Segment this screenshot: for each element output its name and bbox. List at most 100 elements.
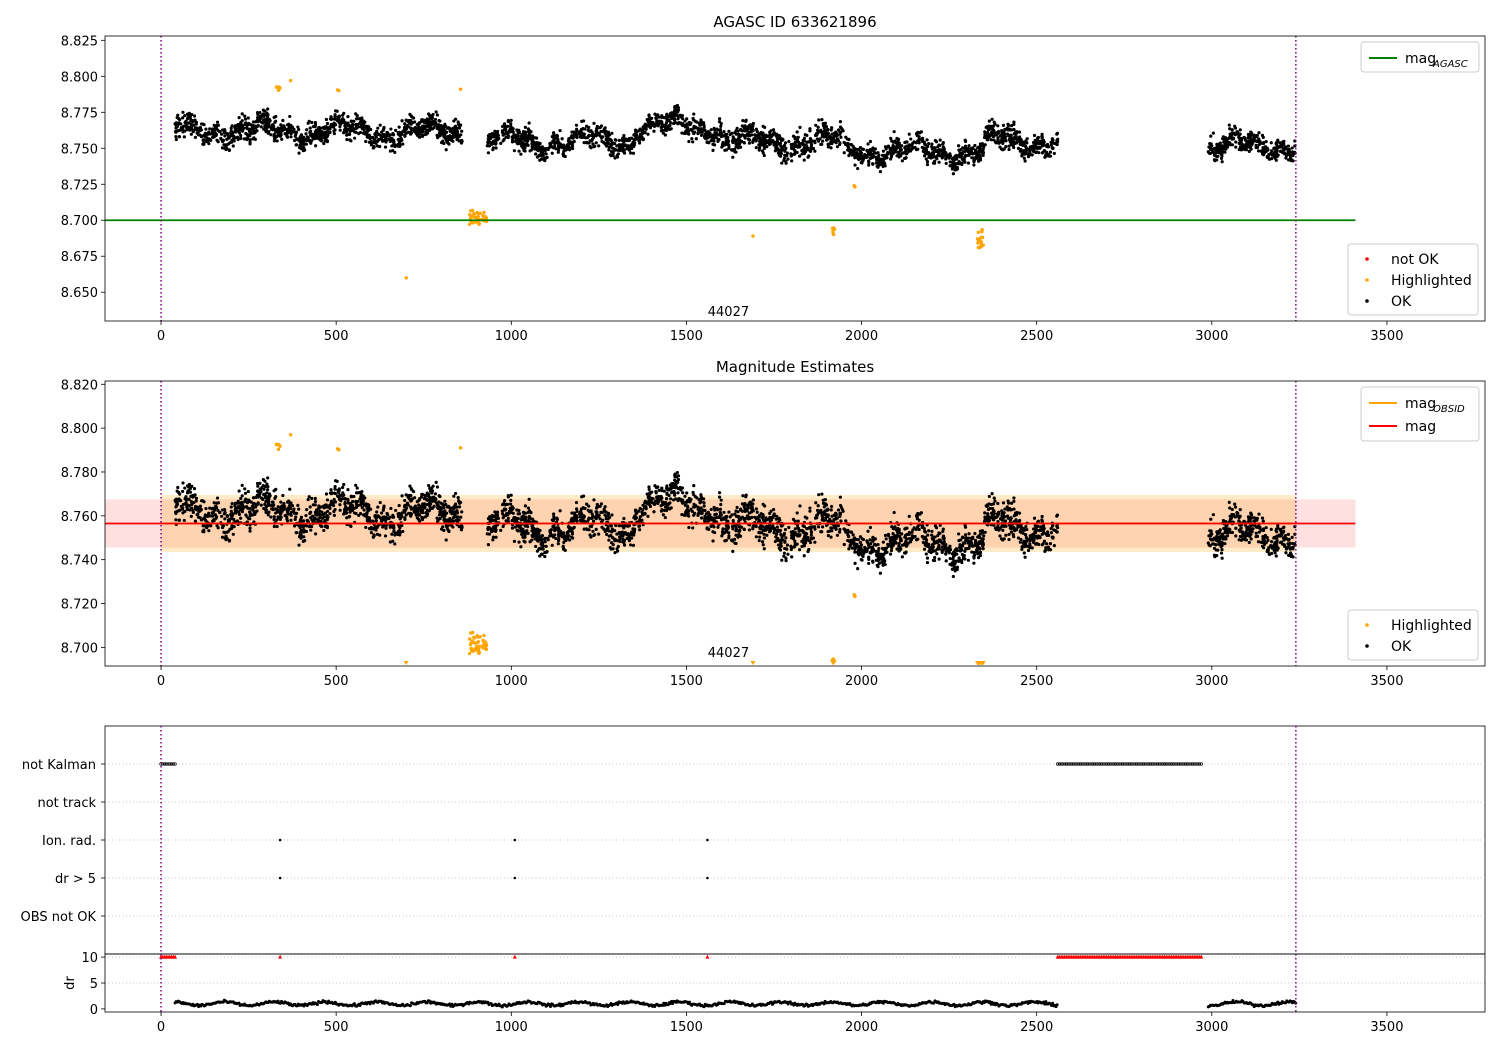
legend-point-label: not OK [1391,252,1439,268]
ok-point [256,484,260,488]
ok-point [381,525,385,529]
ok-point [582,141,586,145]
ok-point [379,511,384,515]
ok-point [847,137,851,142]
ok-point [1248,136,1252,140]
ok-point [432,504,436,508]
ok-point [450,506,454,510]
ok-point [765,140,769,145]
ok-point [222,530,226,534]
ok-point [673,112,677,116]
ok-point [761,124,765,128]
ok-point [187,125,191,130]
ok-point [849,142,853,147]
ok-point [194,496,199,500]
ok-point [309,528,313,532]
ok-point [543,554,547,559]
ok-point [445,139,449,143]
ok-point [711,148,715,152]
ok-point [365,518,369,523]
ok-point [239,133,243,138]
ok-point [211,132,215,136]
ok-point [1040,144,1044,148]
ok-point [232,524,236,529]
ok-point [181,511,185,515]
ok-point [607,148,611,152]
ok-point [365,135,369,139]
ok-point [859,153,863,157]
ok-point [342,512,346,516]
ok-point [239,120,243,125]
ok-point [540,145,544,149]
ok-point [1032,133,1037,138]
ok-point [349,126,353,131]
ok-point [264,128,268,132]
ok-point [500,129,504,133]
ok-point [990,117,994,121]
ok-point [272,524,276,529]
ok-point [933,138,937,143]
ok-point [1224,147,1228,151]
ok-point [260,486,264,490]
ok-point [438,505,443,509]
ok-point [220,514,224,518]
ok-point [457,499,461,504]
ok-point [847,153,851,158]
ok-point [957,144,961,148]
ok-point [602,141,606,145]
ok-point [232,517,236,521]
ok-point [198,125,203,130]
ok-point [530,138,534,143]
ok-point [373,514,378,518]
ok-point [427,119,431,123]
ok-point [234,130,238,134]
ok-point [209,524,213,528]
ok-point [1264,140,1268,144]
highlighted-point [980,230,984,234]
ok-point [818,137,822,141]
ok-point [567,534,571,538]
ok-point [838,132,842,136]
ok-point [269,133,273,137]
ok-point [961,160,965,164]
ok-point [652,129,656,133]
ok-point [889,155,894,159]
ok-point [556,148,561,152]
ok-point [202,500,206,504]
ok-point [506,133,510,138]
ok-point [415,512,419,516]
ok-point [960,162,964,167]
ok-point [582,133,586,137]
y-tick-label: 8.750 [61,142,98,157]
ok-point [396,514,401,518]
ok-point [699,129,703,133]
ok-point [358,121,362,125]
ok-point [360,490,364,494]
ok-point [243,117,248,121]
ok-point [607,538,611,542]
ok-point [369,531,373,535]
ok-point [528,129,532,133]
ok-point [669,113,673,118]
ok-point [350,499,355,504]
ok-point [1047,154,1051,158]
ok-point [319,519,323,523]
ok-point [187,504,191,508]
ok-point [728,132,732,137]
ok-point [248,506,252,511]
ok-point [522,148,526,153]
ok-point [655,122,660,126]
ok-point [259,490,263,494]
ok-point [488,136,493,140]
ok-point [382,125,386,130]
ok-point [568,538,572,542]
ok-point [295,530,299,535]
panel-title: AGASC ID 633621896 [713,13,876,31]
ok-point [591,142,595,146]
ok-point [297,151,301,155]
ok-point [679,115,683,119]
ok-point [349,506,353,510]
ok-point [402,510,407,514]
ok-point [610,149,614,154]
ok-point [571,140,575,144]
